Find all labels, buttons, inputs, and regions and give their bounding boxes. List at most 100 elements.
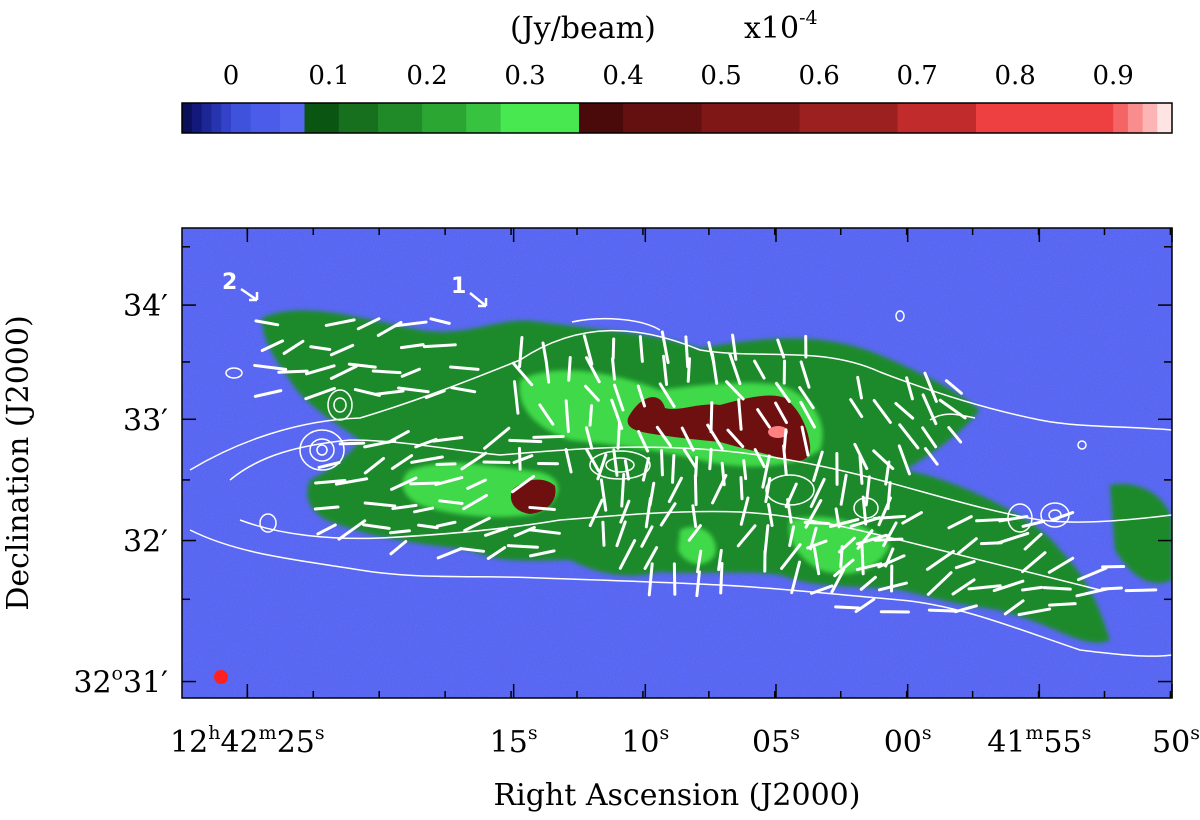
polarization-vector (944, 379, 963, 395)
polarization-vector (849, 398, 864, 419)
polarization-vector (854, 597, 876, 614)
colorbar-segment (466, 103, 502, 133)
polarization-vector (1077, 566, 1108, 582)
polarization-vector (739, 496, 750, 526)
high-emission-region (510, 395, 811, 514)
polarization-vector (482, 460, 511, 465)
polarization-vector (709, 401, 714, 434)
polarization-vector (483, 426, 511, 450)
polarization-vector (1023, 532, 1043, 551)
colorbar-segment (422, 103, 467, 133)
annotation-arrow-1: 1 (451, 274, 488, 308)
y-tick-label: 32′ (123, 525, 168, 560)
polarization-vector (898, 423, 920, 450)
polarization-vector (486, 546, 507, 560)
polarization-vector (864, 475, 871, 507)
polarization-vector (1124, 588, 1158, 593)
polarization-vector (544, 360, 551, 384)
polarization-vector (662, 354, 669, 386)
polarization-vector (329, 343, 355, 357)
colorbar-segment (1142, 103, 1158, 133)
polarization-vector (611, 357, 616, 381)
polarization-vector (660, 449, 664, 477)
y-axis-tick-labels: 34′ 33′ 32′ 32o31′ (73, 289, 168, 700)
polarization-vector (599, 478, 608, 512)
colorbar-segment (280, 103, 306, 133)
polarization-vector (371, 369, 402, 375)
colorbar-segment (304, 103, 340, 133)
colorbar-frame (181, 102, 1173, 134)
polarization-vector (710, 352, 719, 385)
polarization-vector (460, 451, 488, 471)
polarization-vector (429, 317, 451, 325)
polarization-vector (462, 493, 488, 511)
polarization-vector (1100, 586, 1123, 591)
x-tick-label: 15s (490, 722, 538, 760)
polarization-vector (390, 476, 418, 491)
colorbar-segment (191, 103, 203, 133)
polarization-vector (992, 579, 1025, 593)
polarization-vector (967, 584, 1002, 591)
colorbar-segment (201, 103, 212, 133)
y-tick-label: 32o31′ (73, 663, 168, 701)
polarization-vector (413, 506, 435, 514)
polarization-vector (567, 355, 572, 382)
colorbar-segment (338, 103, 379, 133)
polarization-vector (659, 502, 677, 527)
colorbar-segment (182, 103, 193, 133)
polarization-vector (905, 376, 914, 401)
peak-emission-spot (768, 426, 788, 438)
polarization-vector (304, 386, 336, 401)
colorbar-segment (1157, 103, 1173, 133)
polarization-vector (643, 546, 659, 570)
polarization-vector (856, 529, 874, 550)
polarization-vector (925, 549, 955, 571)
polarization-vector (618, 539, 637, 570)
polarization-vector (506, 544, 539, 549)
polarization-vector (541, 341, 548, 364)
beam-marker (214, 670, 228, 684)
polarization-vector (528, 528, 561, 535)
polarization-vector (623, 459, 631, 481)
polarization-vector (711, 473, 728, 505)
polarization-vector (833, 558, 855, 578)
colorbar-tick-label: 0 (223, 61, 240, 91)
polarization-vector (682, 448, 698, 470)
polarization-vector (774, 381, 791, 404)
polarization-vector (953, 604, 978, 614)
polarization-vector (812, 546, 821, 576)
polarization-vector (957, 537, 978, 555)
colorbar-tick-label: 0.3 (504, 61, 545, 91)
polarization-vector (347, 362, 377, 369)
polarization-vector (611, 337, 616, 360)
polarization-vector (901, 511, 923, 525)
x-tick-label: 50s (1152, 722, 1200, 760)
polarization-vector (466, 478, 487, 490)
polarization-vector (450, 386, 477, 394)
polarization-vector (882, 521, 898, 548)
polarization-vector (588, 404, 594, 427)
polarization-vector (660, 330, 670, 365)
polarization-vector (253, 363, 288, 371)
polarization-vector (463, 516, 491, 532)
polarization-vector (658, 382, 676, 408)
polarization-vector (612, 448, 619, 477)
polarization-vector (564, 448, 573, 474)
colorbar-tick-label: 0.5 (700, 61, 741, 91)
polarization-vector (387, 429, 410, 444)
polarization-vector (799, 400, 816, 429)
polarization-vector (671, 454, 676, 484)
colorbar-segment (1127, 103, 1144, 133)
polarization-vector (528, 505, 556, 512)
polarization-vector (596, 453, 608, 481)
colorbar-segment (250, 103, 281, 133)
colorbar-tick-label: 0.1 (308, 61, 349, 91)
x-tick-label: 41m55s (987, 722, 1091, 760)
polarization-vector (1021, 551, 1047, 574)
polarization-vector (564, 399, 570, 433)
colorbar-segment (221, 103, 232, 133)
polarization-vector (1050, 511, 1075, 522)
polarization-vector (923, 447, 939, 466)
polarization-vector (694, 455, 699, 478)
